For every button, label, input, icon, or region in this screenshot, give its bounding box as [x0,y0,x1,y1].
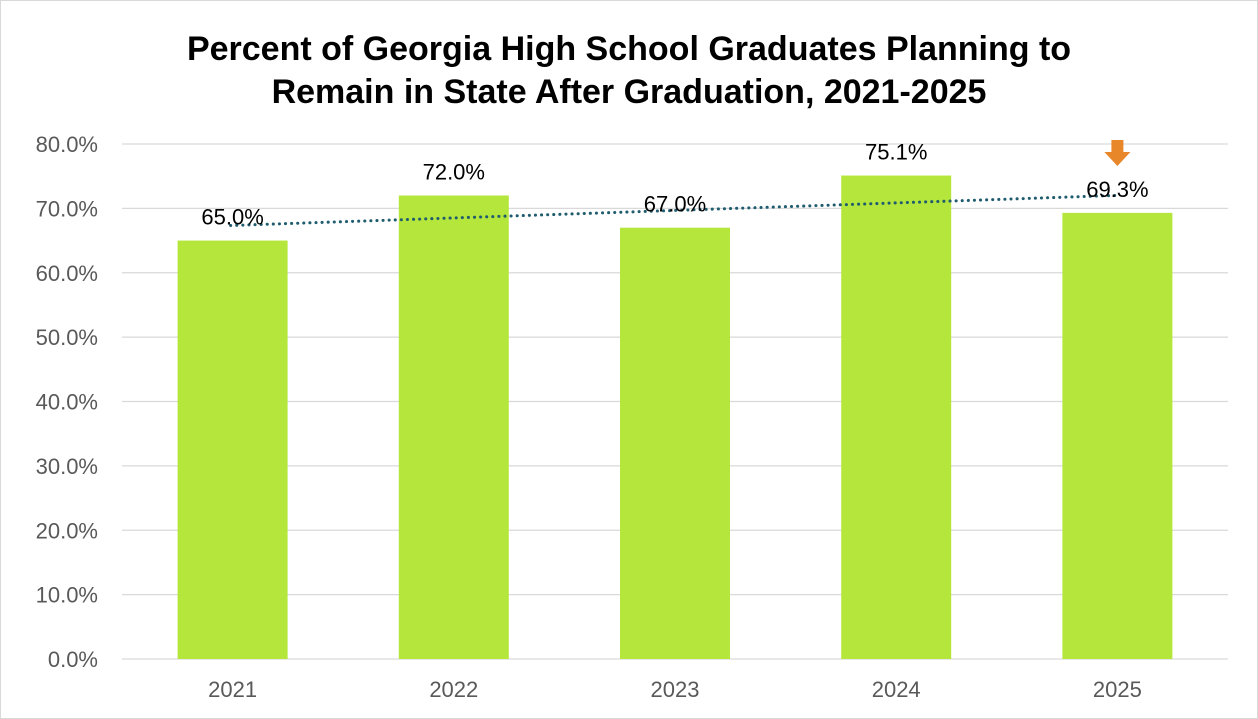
data-label-2023: 67.0% [644,192,706,217]
data-label-2022: 72.0% [423,160,485,185]
y-tick-label-0: 0.0% [48,647,98,672]
x-tick-label-2022: 2022 [429,677,478,702]
y-tick-label-20: 20.0% [36,518,98,543]
bars [177,175,1173,659]
bar-2022 [398,195,509,659]
y-tick-label-40: 40.0% [36,390,98,415]
annotations [1104,140,1131,166]
y-tick-label-30: 30.0% [36,454,98,479]
bar-2021 [177,240,288,659]
chart-title-line-1: Percent of Georgia High School Graduates… [186,30,1072,68]
y-tick-label-80: 80.0% [36,132,98,157]
data-label-2021: 65.0% [201,205,263,230]
x-tick-label-2024: 2024 [872,677,921,702]
y-tick-label-50: 50.0% [36,325,98,350]
trendline-line [229,193,1119,227]
data-label-2025: 69.3% [1086,177,1148,202]
chart-title-line-2: Remain in State After Graduation, 2021-2… [271,73,987,111]
y-tick-label-70: 70.0% [36,196,98,221]
bar-2024 [841,175,952,659]
chart-title: Percent of Georgia High School Graduates… [0,28,1258,114]
y-tick-label-60: 60.0% [36,261,98,286]
x-tick-label-2023: 2023 [651,677,700,702]
bar-2023 [620,227,730,659]
bar-2025 [1062,212,1173,659]
y-axis-tick-labels: 0.0% 10.0% 20.0% 30.0% 40.0% 50.0% 60.0% 70.0% 8… [36,132,98,672]
x-axis-tick-labels: 2021 2022 2023 2024 2025 [208,677,1142,702]
y-tick-label-10: 10.0% [36,583,98,608]
data-labels: 65.0% 72.0% 67.0% 75.1% 69.3% [201,140,1148,230]
x-tick-label-2021: 2021 [208,677,257,702]
trendline [229,193,1119,227]
data-label-2024: 75.1% [865,140,927,165]
x-tick-label-2025: 2025 [1093,677,1142,702]
down-arrow-icon [1104,140,1131,166]
